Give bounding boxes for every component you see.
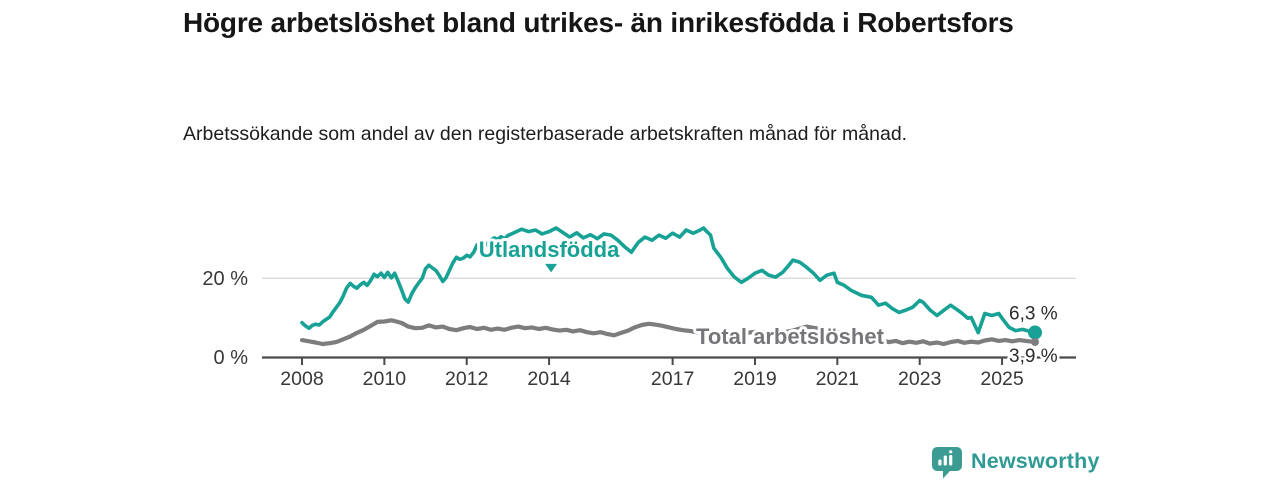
chart-title: Högre arbetslöshet bland utrikes- än inr…: [183, 7, 1014, 38]
series-label: Utlandsfödda: [479, 237, 620, 262]
x-tick-label: 2012: [445, 368, 488, 390]
x-tick-label: 2008: [280, 368, 323, 390]
x-tick-label: 2010: [363, 368, 407, 390]
y-tick-label: 20 %: [202, 268, 248, 290]
bar-chart-pin-icon: [932, 447, 962, 479]
x-tick-label: 2023: [898, 368, 941, 390]
label-pointer-down-icon: [545, 263, 558, 273]
x-tick-label: 2017: [651, 368, 694, 390]
logo-wordmark: Newsworthy: [971, 449, 1100, 473]
end-value-label: 3,9 %: [1009, 346, 1058, 367]
x-tick-label: 2014: [527, 368, 571, 390]
newsworthy-logo: Newsworthy: [930, 444, 1100, 479]
series-end-dot: [1028, 325, 1043, 340]
y-tick-label: 0 %: [214, 347, 249, 369]
series-line-utlandsf-dda: [300, 226, 1037, 335]
series-line-total-arbetsl-shet: [299, 318, 1038, 347]
x-tick-label: 2021: [816, 368, 859, 390]
x-tick-label: 2025: [980, 368, 1024, 390]
series-end-dot: [1031, 338, 1040, 347]
end-value-label: 6,3 %: [1009, 304, 1058, 325]
x-tick-label: 2019: [733, 368, 776, 390]
series-label: Total arbetslöshet: [696, 324, 885, 349]
chart-subtitle: Arbetssökande som andel av den registerb…: [183, 123, 908, 145]
